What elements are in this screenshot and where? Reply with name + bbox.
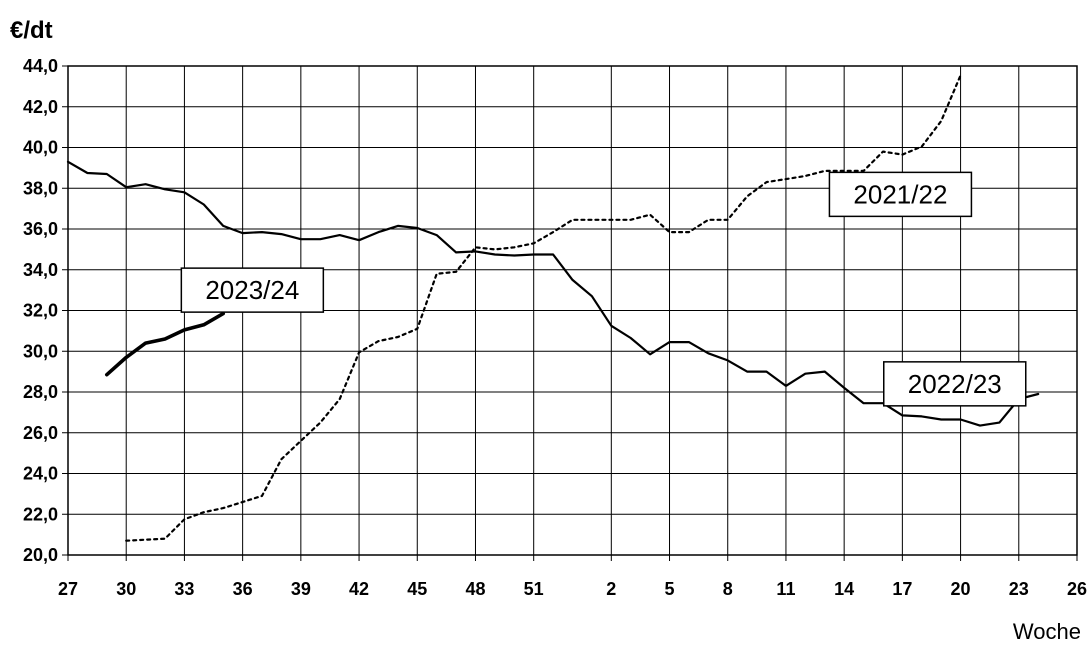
- y-tick-label: 34,0: [23, 260, 58, 280]
- label-box: [180, 267, 325, 313]
- y-axis-title: €/dt: [10, 17, 53, 44]
- x-tick-label: 23: [1009, 579, 1029, 599]
- x-tick-label: 45: [407, 579, 427, 599]
- y-tick-label: 42,0: [23, 97, 58, 117]
- series-label-2023-24: 2023/24: [180, 267, 325, 313]
- label-box: [828, 171, 973, 218]
- x-tick-label: 36: [233, 579, 253, 599]
- label-text: 2022/23: [908, 369, 1002, 399]
- y-tick-label: 32,0: [23, 301, 58, 321]
- y-tick-label: 20,0: [23, 545, 58, 565]
- y-tick-label: 28,0: [23, 382, 58, 402]
- x-tick-label: 14: [834, 579, 854, 599]
- y-tick-label: 38,0: [23, 178, 58, 198]
- x-axis-title: Woche: [1013, 619, 1081, 644]
- x-tick-label: 26: [1067, 579, 1087, 599]
- y-tick-label: 24,0: [23, 464, 58, 484]
- series-line-2022-23: [66, 160, 1040, 427]
- x-tick-label: 27: [58, 579, 78, 599]
- x-tick-label: 11: [776, 579, 795, 599]
- series-label-2021-22: 2021/22: [828, 171, 973, 218]
- x-tick-label: 30: [116, 579, 136, 599]
- x-tick-label: 8: [723, 579, 733, 599]
- x-tick-label: 51: [524, 579, 544, 599]
- series-labels: 2023/24 2021/22 2022/23: [180, 171, 1027, 407]
- label-box: [883, 361, 1027, 407]
- series-line-2023-24: [105, 311, 225, 377]
- series-lines: [66, 74, 1040, 542]
- y-tick-label: 40,0: [23, 138, 58, 158]
- x-tick-label: 42: [349, 579, 369, 599]
- y-tick-label: 22,0: [23, 504, 58, 524]
- x-tick-label: 17: [892, 579, 912, 599]
- y-tick-label: 26,0: [23, 423, 58, 443]
- x-tick-label: 20: [951, 579, 971, 599]
- x-tick-label: 39: [291, 579, 311, 599]
- x-tick-label: 2: [606, 579, 616, 599]
- x-tick-label: 33: [174, 579, 194, 599]
- x-tick-label: 5: [665, 579, 675, 599]
- x-tick-label: 48: [465, 579, 485, 599]
- y-tick-label: 36,0: [23, 219, 58, 239]
- axes: 20,0 22,0 24,0 26,0 28,0 30,0 32,0 34,0 36,0 38,0…: [23, 56, 1087, 599]
- label-text: 2023/24: [205, 275, 299, 305]
- series-line-2021-22: [125, 74, 962, 542]
- y-tick-label: 30,0: [23, 341, 58, 361]
- label-text: 2021/22: [853, 179, 947, 209]
- y-tick-label: 44,0: [23, 56, 58, 76]
- plot-area-border: [67, 65, 1078, 556]
- series-label-2022-23: 2022/23: [883, 361, 1027, 407]
